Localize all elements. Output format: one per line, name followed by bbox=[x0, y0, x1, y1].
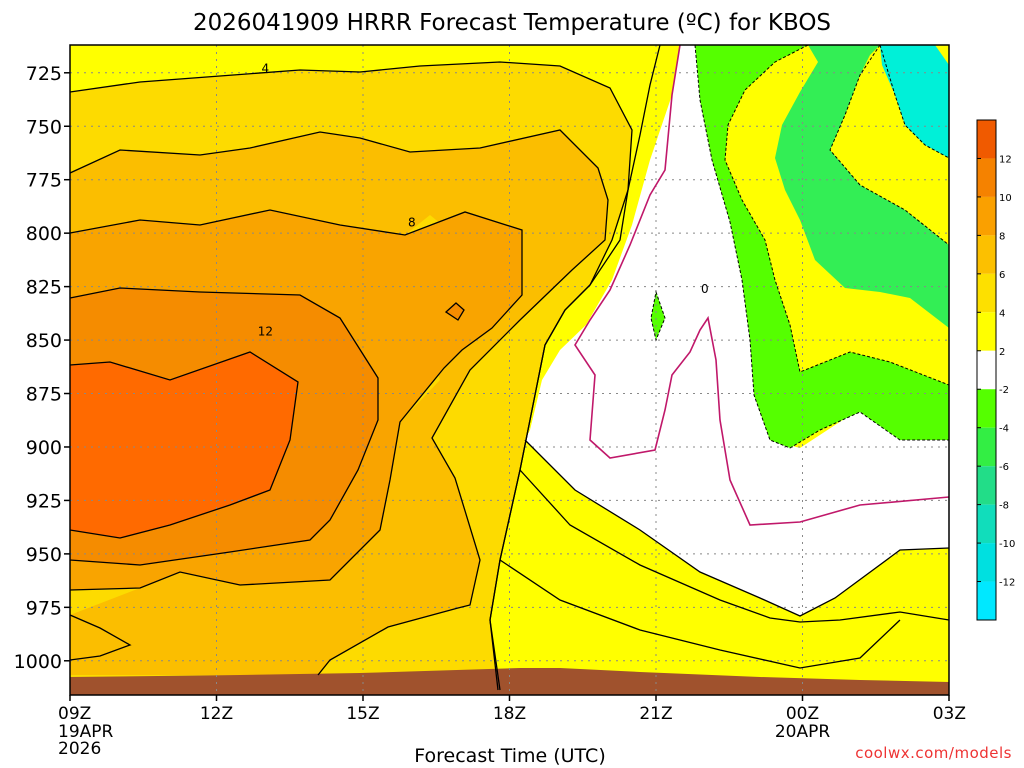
y-axis: 725 750 775 800 825 850 875 900 925 950 975 1000 bbox=[14, 63, 70, 673]
y-tick-label-825: 825 bbox=[26, 277, 62, 299]
x-tick-sublabel-2026: 2026 bbox=[58, 739, 101, 759]
x-tick-sublabel-20APR: 20APR bbox=[775, 722, 831, 742]
fill-tm2-zone bbox=[695, 45, 949, 448]
colorbar-label-12: 12 bbox=[999, 154, 1012, 165]
fill-t0-zone bbox=[525, 45, 949, 616]
colorbar-label--4: -4 bbox=[999, 424, 1009, 435]
colorbar-swatch-12 bbox=[977, 581, 996, 620]
colorbar-label-4: 4 bbox=[999, 308, 1005, 319]
contour-line-10 bbox=[69, 287, 379, 566]
contour-label-0: 0 bbox=[701, 282, 709, 296]
contour-line-m4 bbox=[724, 44, 950, 386]
y-tick-label-800: 800 bbox=[26, 223, 62, 245]
contour-line-4 bbox=[69, 61, 633, 691]
y-tick-label-975: 975 bbox=[26, 597, 62, 619]
contour-line-6-lower bbox=[69, 614, 132, 661]
y-tick-label-900: 900 bbox=[26, 437, 62, 459]
negative-contour-lines bbox=[650, 44, 950, 449]
contour-line-8 bbox=[69, 209, 523, 591]
colorbar-label-6: 6 bbox=[999, 270, 1005, 281]
contour-line-m2-sliver bbox=[650, 290, 666, 342]
contour-label-12: 12 bbox=[258, 325, 273, 339]
x-tick-label-21Z: 21Z bbox=[639, 704, 672, 724]
colorbar-swatch-3 bbox=[977, 235, 996, 274]
x-tick-label-15Z: 15Z bbox=[346, 704, 379, 724]
x-tick-label-18Z: 18Z bbox=[493, 704, 526, 724]
y-tick-label-950: 950 bbox=[26, 544, 62, 566]
credit-text: coolwx.com/models bbox=[855, 744, 1012, 762]
colorbar-frame bbox=[976, 119, 997, 621]
y-tick-label-1000: 1000 bbox=[14, 651, 62, 673]
chart-title: 2026041909 HRRR Forecast Temperature (ºC… bbox=[193, 10, 831, 36]
contour-line-10-blob bbox=[444, 302, 465, 321]
y-tick-label-925: 925 bbox=[26, 490, 62, 512]
colorbar-swatch-6 bbox=[977, 350, 996, 390]
contour-line-m8 bbox=[879, 44, 950, 159]
colorbar-swatch-4 bbox=[977, 273, 996, 313]
colorbar-label-10: 10 bbox=[999, 193, 1012, 204]
colorbar-label-2: 2 bbox=[999, 347, 1005, 358]
contour-line-4-lower bbox=[519, 469, 950, 623]
y-tick-label-850: 850 bbox=[26, 330, 62, 352]
y-tick-label-725: 725 bbox=[26, 63, 62, 85]
contour-label-4: 4 bbox=[262, 62, 270, 76]
x-tick-label-09Z: 09Z bbox=[58, 704, 91, 724]
fill-t10-blob bbox=[446, 303, 464, 320]
colorbar-label--2: -2 bbox=[999, 385, 1009, 396]
colorbar-label--12: -12 bbox=[999, 578, 1015, 589]
colorbar-swatch-1 bbox=[977, 158, 996, 197]
x-tick-label-00Z: 00Z bbox=[786, 704, 819, 724]
x-tick-label-12Z: 12Z bbox=[200, 704, 233, 724]
colorbar: 12 10 8 6 4 2 -2 -4 -6 -8 -10 -12 bbox=[976, 119, 1015, 621]
colorbar-label--8: -8 bbox=[999, 501, 1009, 512]
zero-degree-lines bbox=[574, 44, 950, 526]
y-tick-label-750: 750 bbox=[26, 116, 62, 138]
colorbar-swatch-2 bbox=[977, 196, 996, 236]
zero-line-main bbox=[574, 44, 950, 526]
colorbar-swatch-9 bbox=[977, 466, 996, 505]
colorbar-swatch-5 bbox=[977, 312, 996, 351]
y-tick-label-775: 775 bbox=[26, 170, 62, 192]
contour-line-6 bbox=[69, 129, 609, 676]
contour-line-2-lower bbox=[524, 439, 950, 617]
colorbar-swatch-10 bbox=[977, 504, 996, 544]
contour-line-12 bbox=[69, 351, 299, 539]
colorbar-swatch-8 bbox=[977, 427, 996, 467]
contour-lines bbox=[69, 44, 950, 691]
fill-t12-band bbox=[70, 352, 298, 538]
contour-labels: 4 8 12 0 bbox=[258, 62, 709, 339]
contour-line-m6 bbox=[829, 44, 950, 246]
ground-fill bbox=[70, 668, 949, 695]
x-tick-sublabel-19APR: 19APR bbox=[58, 722, 114, 742]
contour-label-8: 8 bbox=[408, 215, 416, 229]
colorbar-swatch-0 bbox=[977, 120, 996, 159]
colorbar-label--10: -10 bbox=[999, 539, 1015, 550]
colorbar-swatch-11 bbox=[977, 543, 996, 582]
fill-tm2-sliver bbox=[651, 292, 665, 340]
contour-line-6-bottom bbox=[499, 559, 901, 669]
y-tick-label-875: 875 bbox=[26, 384, 62, 406]
plot-area: 4 8 12 0 bbox=[69, 44, 950, 696]
x-axis-label: Forecast Time (UTC) bbox=[414, 745, 605, 767]
x-tick-label-03Z: 03Z bbox=[933, 704, 966, 724]
colorbar-label--6: -6 bbox=[999, 462, 1009, 473]
contour-line-m2 bbox=[694, 44, 949, 449]
colorbar-label-8: 8 bbox=[999, 231, 1005, 242]
colorbar-swatch-7 bbox=[977, 389, 996, 428]
